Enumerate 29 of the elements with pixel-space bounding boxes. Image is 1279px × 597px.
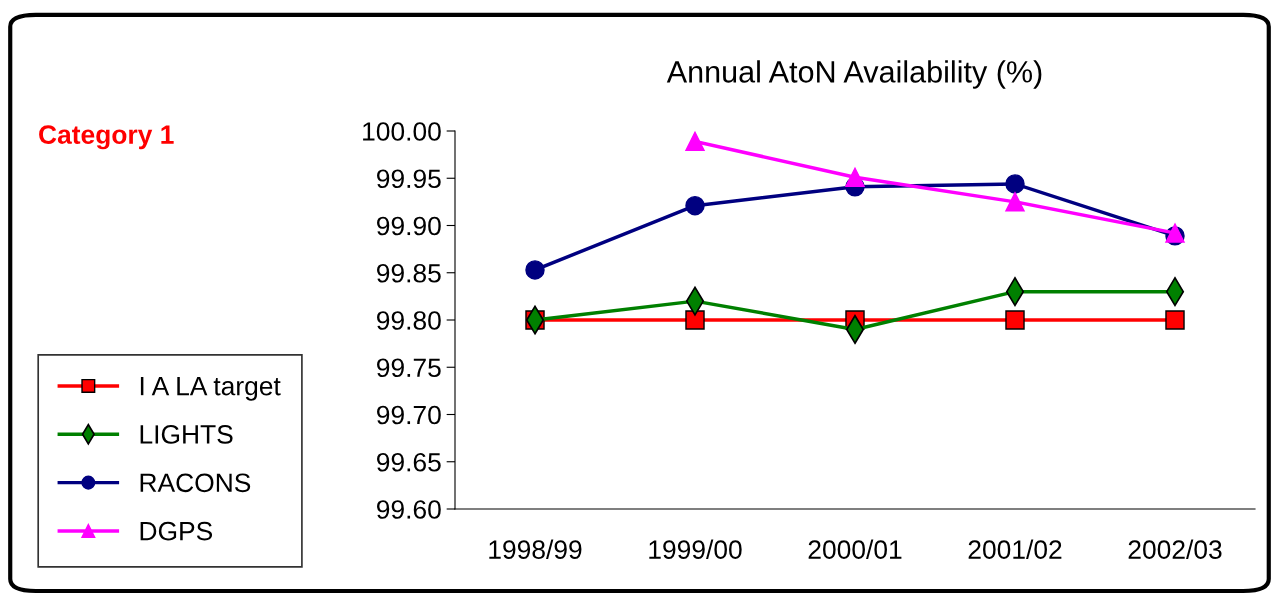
y-tick-label: 99.65 (377, 452, 441, 472)
legend-label: DGPS (140, 521, 213, 541)
point (1005, 310, 1025, 330)
point (685, 310, 705, 330)
point (525, 260, 545, 280)
point (1005, 192, 1025, 212)
x-tick-label: 1999/00 (649, 539, 742, 559)
y-tick-label: 99.70 (377, 405, 441, 425)
x-tick-label: 2001/02 (968, 539, 1062, 559)
legend-label: I A LA target (140, 377, 281, 401)
text: Category 1 (39, 125, 174, 150)
point (685, 131, 705, 152)
point (1005, 174, 1025, 194)
chart-title: Annual AtoN Availability (%) (666, 60, 1042, 89)
y-tick-label: 99.95 (377, 169, 441, 189)
y-tick-label: 99.85 (377, 263, 441, 283)
point (685, 195, 705, 216)
x-tick-label: 2002/03 (1128, 539, 1222, 559)
y-tick-label: 99.75 (377, 358, 441, 378)
x-tick-label: 2000/01 (808, 539, 902, 559)
y-tick-label: 99.80 (377, 311, 441, 330)
legend-label: RACONS (140, 473, 251, 493)
point (845, 167, 865, 188)
point (1165, 310, 1185, 330)
legend-label: LIGHTS (140, 425, 233, 444)
x-tick-label: 1998/99 (489, 539, 582, 559)
y-tick-label: 99.90 (377, 216, 441, 236)
y-tick-label: 100.00 (363, 122, 441, 141)
y-tick-label: 99.60 (377, 500, 441, 519)
